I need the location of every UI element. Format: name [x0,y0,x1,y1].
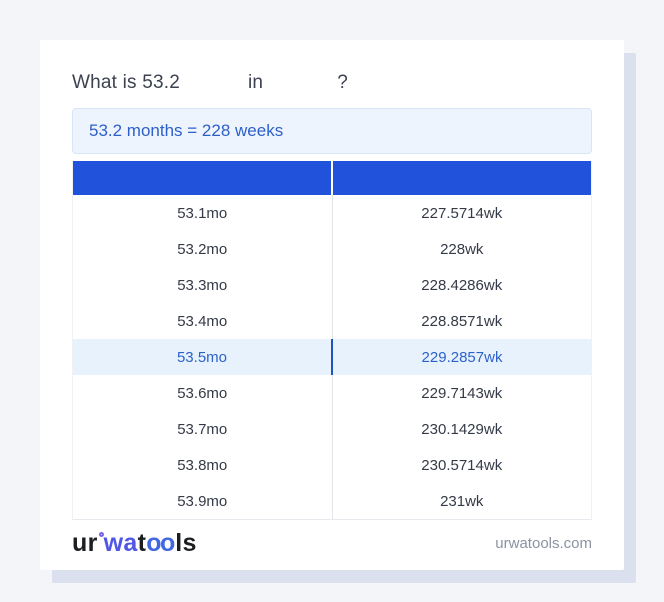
logo-part-wa: wa [103,529,138,557]
months-cell[interactable]: 53.8mo [73,447,333,483]
months-cell[interactable]: 53.4mo [73,303,333,339]
logo-ring-icon [98,532,104,537]
conversion-result-box: 53.2 months = 228 weeks [72,108,592,154]
logo-part-t: t [137,529,147,557]
weeks-cell[interactable]: 228.4286wk [421,276,503,294]
weeks-cell[interactable]: 231wk [440,492,484,510]
weeks-cell[interactable]: 228wk [440,240,484,258]
weeks-cell[interactable]: 228.8571wk [421,312,503,330]
card-footer: ur wa t oo ls urwatools.com [72,520,592,570]
table-row[interactable]: 53.4mo 228.8571wk [73,303,591,339]
table-row[interactable]: 53.6mo 229.7143wk [73,375,591,411]
converter-card: What is 53.2 in? 53.2 months = 228 weeks … [40,40,624,570]
table-row[interactable]: 53.7mo 230.1429wk [73,411,591,447]
table-header-months [73,161,333,195]
logo-part-ur: ur [72,529,98,557]
table-header-weeks [333,161,591,195]
weeks-cell[interactable]: 229.7143wk [421,384,503,402]
logo-part-ls: ls [175,529,197,557]
months-cell[interactable]: 53.2mo [73,231,333,267]
weeks-cell[interactable]: 230.1429wk [421,420,503,438]
site-url-text: urwatools.com [495,534,592,552]
table-row[interactable]: 53.2mo 228wk [73,231,591,267]
conversion-table: 53.1mo 227.5714wk 53.2mo 228wk 53.3mo 22… [72,161,592,520]
page-title: What is 53.2 in? [72,70,592,96]
months-cell[interactable]: 53.3mo [73,267,333,303]
table-row[interactable]: 53.1mo 227.5714wk [73,195,591,231]
title-suffix: ? [337,72,348,93]
months-cell[interactable]: 53.1mo [73,195,333,231]
months-cell[interactable]: 53.9mo [73,483,333,519]
table-row[interactable]: 53.8mo 230.5714wk [73,447,591,483]
table-header-row [73,161,591,195]
weeks-cell[interactable]: 229.2857wk [421,348,503,366]
urwatools-logo[interactable]: ur wa t oo ls [72,529,197,557]
weeks-cell[interactable]: 227.5714wk [421,204,503,222]
months-cell[interactable]: 53.6mo [73,375,333,411]
table-row[interactable]: 53.3mo 228.4286wk [73,267,591,303]
months-cell[interactable]: 53.5mo [73,339,333,375]
title-infix: in [248,72,264,93]
logo-part-oo: oo [146,529,175,557]
table-row-highlighted[interactable]: 53.5mo 229.2857wk [73,339,591,375]
conversion-result-text: 53.2 months = 228 weeks [89,121,284,140]
months-cell[interactable]: 53.7mo [73,411,333,447]
title-prefix: What is 53.2 [72,72,181,93]
table-row[interactable]: 53.9mo 231wk [73,483,591,519]
weeks-cell[interactable]: 230.5714wk [421,456,503,474]
